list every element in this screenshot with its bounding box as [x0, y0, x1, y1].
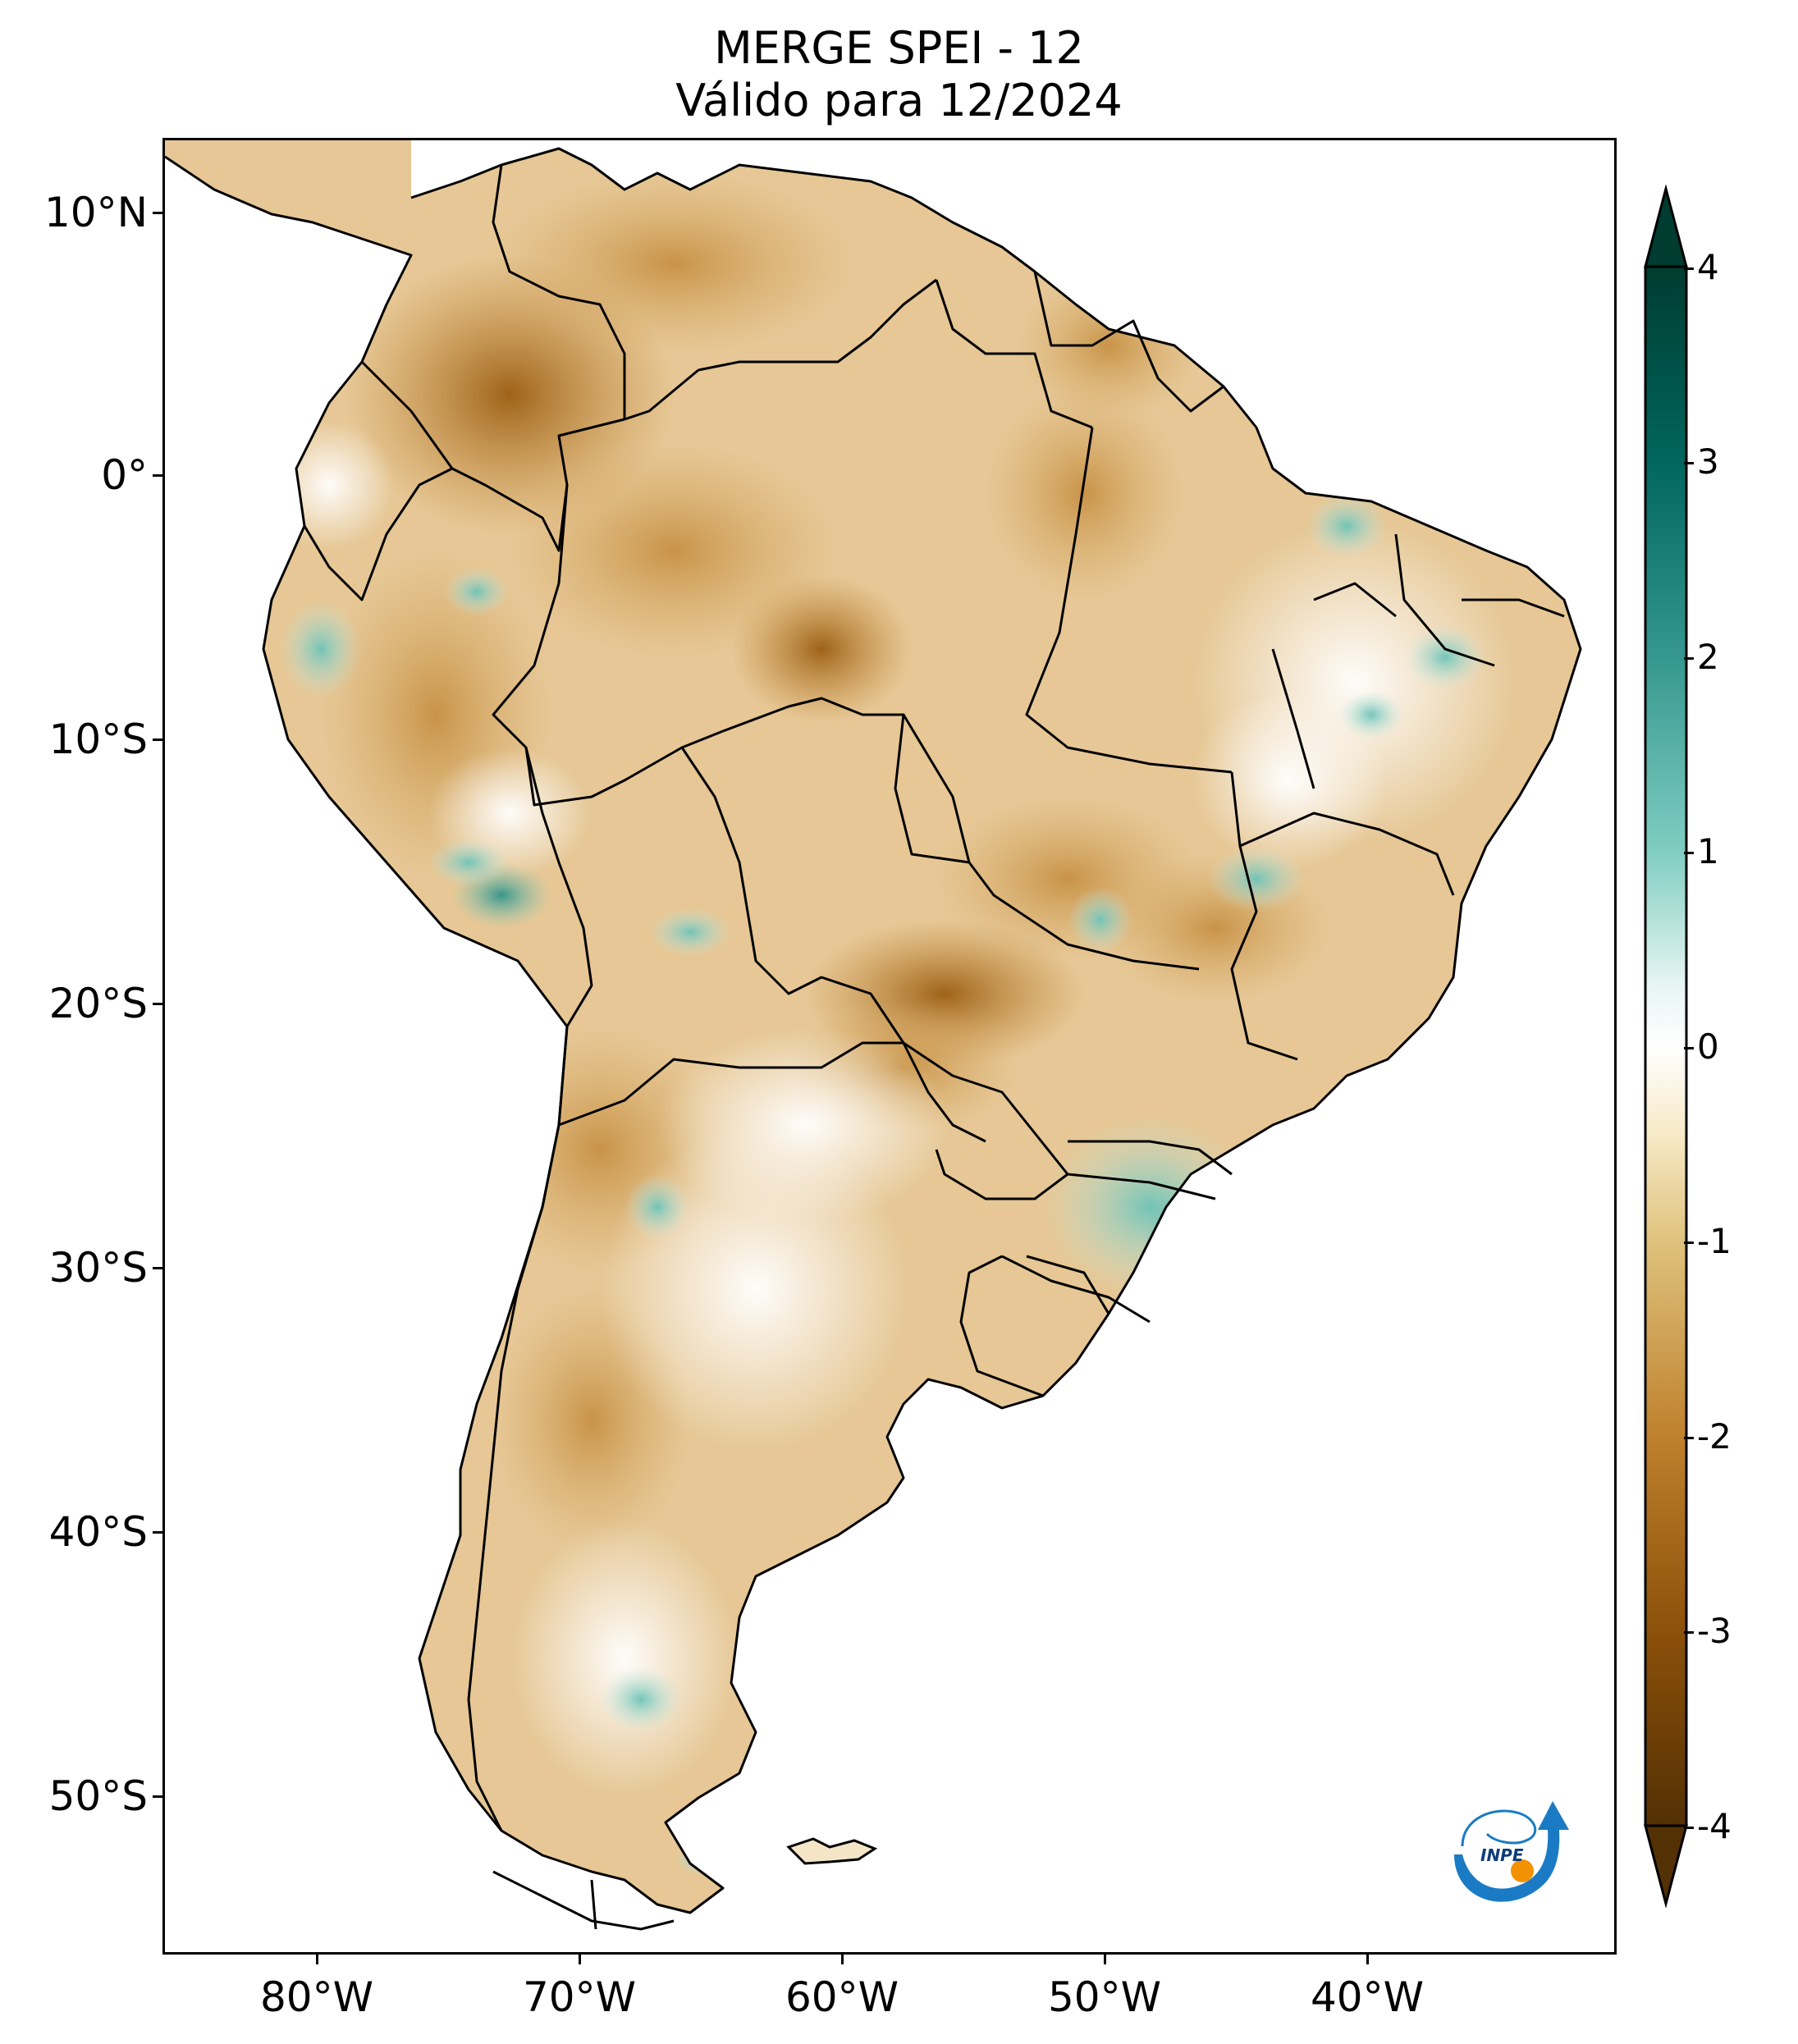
colorbar-tick: [1684, 462, 1694, 464]
lat-label-30s: 30°S: [48, 1244, 148, 1292]
lat-label-20s: 20°S: [48, 980, 148, 1027]
coastline: [165, 147, 1582, 1914]
colorbar-scale: [1644, 265, 1688, 1827]
map-title: MERGE SPEI - 12: [714, 22, 1084, 74]
lon-tick: [316, 1955, 318, 1964]
colorbar-tick: [1684, 1631, 1694, 1634]
logo-swoosh: [1454, 1801, 1569, 1902]
peru-brazil-border: [492, 484, 724, 807]
colorbar-tick: [1684, 657, 1694, 660]
lat-label-40s: 40°S: [48, 1508, 148, 1556]
colorbar-tick: [1684, 1241, 1694, 1244]
argentina-bolivia-border: [558, 1058, 740, 1127]
colorbar: [1644, 185, 1688, 1908]
spei-field: [263, 173, 1519, 1876]
brazil-interior-states-1: [1025, 427, 1233, 774]
colorbar-label-neg4: -4: [1697, 1806, 1732, 1846]
colorbar-label-2: 2: [1697, 637, 1719, 677]
colorbar-label-neg3: -3: [1697, 1611, 1732, 1651]
ecuador-peru-border: [303, 467, 453, 601]
colorbar-label-neg1: -1: [1697, 1221, 1732, 1261]
lat-tick: [153, 1795, 162, 1798]
tierra-del-fuego: [492, 1870, 675, 1931]
lat-label-0: 0°: [101, 451, 148, 499]
brazil-south-states: [1001, 1140, 1233, 1324]
map-canvas: [165, 140, 1582, 1931]
lat-tick: [153, 212, 162, 214]
colorbar-tick: [1684, 1827, 1694, 1829]
lon-label-40w: 40°W: [1310, 1973, 1425, 2021]
bolivia-paraguay-border: [739, 1041, 904, 1069]
boundaries: [165, 147, 1582, 1931]
lat-label-50s: 50°S: [48, 1772, 148, 1820]
colorbar-tick: [1684, 1437, 1694, 1439]
colorbar-bottom-extension: [1644, 1824, 1688, 1908]
colorbar-label-0: 0: [1697, 1027, 1719, 1067]
lon-label-70w: 70°W: [522, 1973, 637, 2021]
brazil-east-states: [1230, 533, 1565, 1061]
lat-label-10s: 10°S: [48, 716, 148, 763]
colorbar-label-1: 1: [1697, 831, 1719, 871]
logo-text: INPE: [1480, 1845, 1524, 1865]
venezuela-brazil-border: [698, 278, 937, 372]
colombia-south-border: [360, 360, 625, 552]
colorbar-tick: [1684, 268, 1694, 270]
lon-label-50w: 50°W: [1047, 1973, 1162, 2021]
lon-label-60w: 60°W: [785, 1973, 899, 2021]
lat-tick: [153, 738, 162, 741]
lat-tick: [153, 1267, 162, 1269]
colorbar-label-3: 3: [1697, 441, 1719, 482]
colorbar-label-4: 4: [1697, 247, 1719, 287]
colombia-venezuela-border: [492, 164, 699, 421]
lon-tick: [1104, 1955, 1106, 1964]
brazil-interior-states-2: [722, 697, 1200, 971]
peru-bolivia-chile: [524, 747, 593, 1027]
map-area: [162, 138, 1617, 1955]
logo-sun: [1511, 1859, 1534, 1882]
bolivia-border: [680, 747, 986, 1143]
logo-orbit: [1461, 1809, 1537, 1847]
lat-tick: [153, 474, 162, 477]
guyana-borders: [935, 271, 1224, 429]
lon-tick: [1366, 1955, 1369, 1964]
lat-tick: [153, 1531, 162, 1534]
inpe-logo: INPE: [1454, 1801, 1569, 1902]
brazil-interior-states-3: [862, 713, 970, 864]
lon-tick: [841, 1955, 844, 1964]
colorbar-top-extension: [1644, 185, 1688, 268]
chile-argentina-border: [467, 1026, 569, 1831]
lon-tick: [579, 1955, 581, 1964]
colorbar-label-neg2: -2: [1697, 1416, 1732, 1456]
falkland-islands: [786, 1837, 878, 1865]
lat-label-10n: 10°N: [43, 189, 148, 236]
colorbar-tick: [1684, 1047, 1694, 1049]
colorbar-tick: [1684, 852, 1694, 854]
uruguay-border: [959, 1255, 1110, 1397]
map-subtitle: Válido para 12/2024: [675, 75, 1123, 126]
lat-tick: [153, 1003, 162, 1005]
lon-label-80w: 80°W: [259, 1973, 374, 2021]
